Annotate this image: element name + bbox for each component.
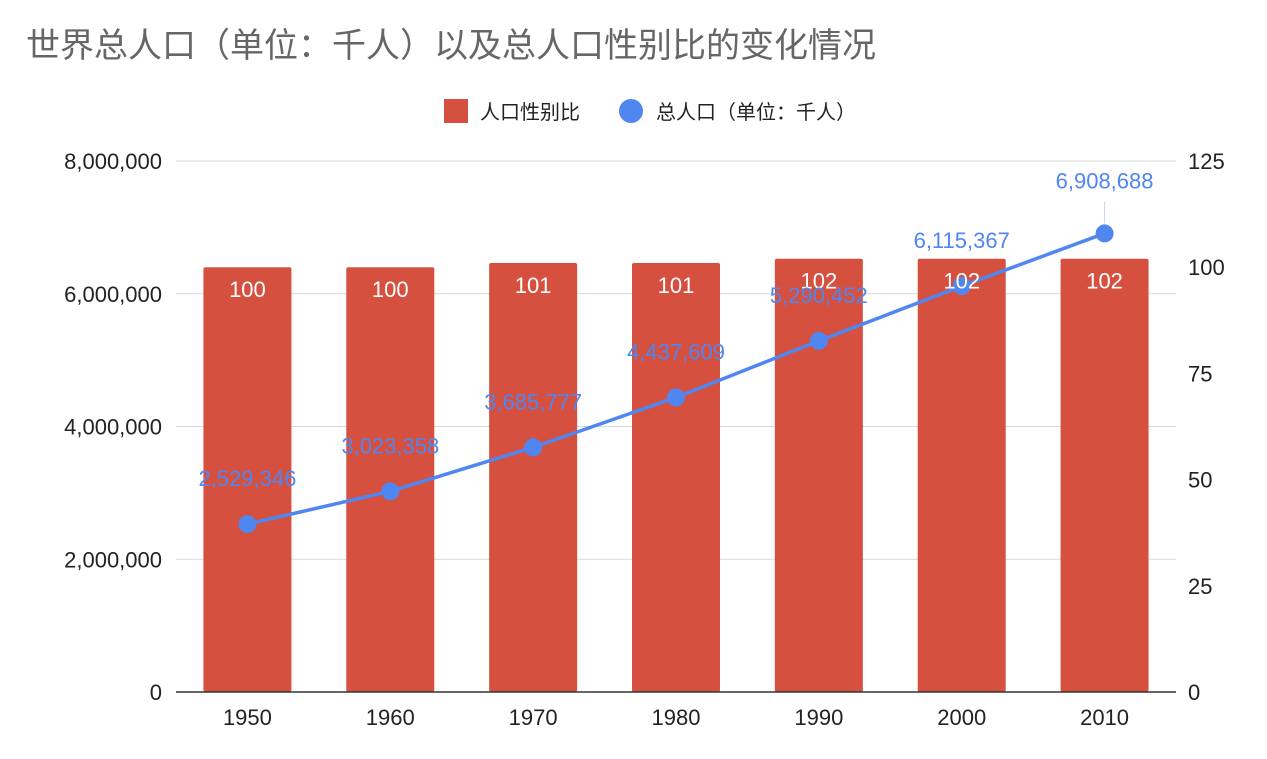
left-axis-tick: 8,000,000 bbox=[64, 149, 162, 174]
left-axis-tick: 4,000,000 bbox=[64, 415, 162, 440]
left-axis-tick: 6,000,000 bbox=[64, 282, 162, 307]
bar-value-label: 102 bbox=[800, 269, 837, 294]
legend-swatch-population bbox=[619, 99, 643, 123]
population-value-label: 2,529,346 bbox=[198, 466, 296, 491]
x-axis-tick: 2000 bbox=[937, 705, 986, 730]
legend-label-sex-ratio: 人口性别比 bbox=[480, 100, 580, 124]
bar-value-label: 100 bbox=[229, 277, 266, 302]
x-axis-tick: 1960 bbox=[366, 705, 415, 730]
right-axis-tick: 75 bbox=[1188, 361, 1212, 386]
population-point-2010 bbox=[1095, 224, 1114, 243]
bar-value-label: 102 bbox=[1086, 269, 1123, 294]
left-axis-tick: 2,000,000 bbox=[64, 547, 162, 572]
bar-2010 bbox=[1060, 258, 1149, 692]
population-value-label: 4,437,609 bbox=[627, 339, 725, 364]
axes: 0 2,000,000 4,000,000 6,000,000 8,000,000 0 25… bbox=[64, 149, 1225, 730]
right-axis-tick: 125 bbox=[1188, 149, 1225, 174]
population-point-1970 bbox=[524, 438, 543, 457]
population-value-label: 6,908,688 bbox=[1056, 168, 1154, 193]
bar-2000 bbox=[917, 258, 1006, 692]
population-point-1990 bbox=[809, 331, 828, 350]
bar-value-label: 100 bbox=[372, 277, 409, 302]
x-axis-tick: 1980 bbox=[652, 705, 701, 730]
right-axis-tick: 25 bbox=[1188, 574, 1212, 599]
population-point-1980 bbox=[667, 388, 685, 407]
right-axis-tick: 50 bbox=[1188, 468, 1212, 493]
legend: 人口性别比 总人口（单位：千人） bbox=[444, 99, 856, 124]
bar-value-label: 101 bbox=[515, 273, 552, 298]
legend-label-population: 总人口（单位：千人） bbox=[656, 100, 856, 124]
data-labels: 100 100 101 101 102 102 102 2,529,346 3,023,358 3… bbox=[198, 168, 1153, 491]
bar-series bbox=[203, 258, 1149, 692]
bar-1960 bbox=[346, 267, 435, 692]
bar-1950 bbox=[203, 267, 292, 692]
population-point-1950 bbox=[238, 515, 257, 534]
left-axis-tick: 0 bbox=[150, 680, 162, 705]
x-axis-tick: 1950 bbox=[223, 705, 272, 730]
population-value-label: 5,290,452 bbox=[770, 283, 868, 308]
population-value-label: 3,685,777 bbox=[484, 389, 582, 414]
x-axis-tick: 1990 bbox=[794, 705, 843, 730]
bar-value-label: 102 bbox=[943, 269, 980, 294]
bar-1980 bbox=[632, 262, 720, 692]
population-value-label: 6,115,367 bbox=[914, 228, 1010, 253]
chart-title: 世界总人口（单位：千人）以及总人口性别比的变化情况 bbox=[26, 26, 876, 66]
right-axis-tick: 100 bbox=[1188, 255, 1225, 280]
right-axis-tick: 0 bbox=[1188, 680, 1200, 705]
bar-value-label: 101 bbox=[658, 273, 695, 298]
population-value-label: 3,023,358 bbox=[341, 433, 439, 458]
population-point-2000 bbox=[952, 277, 971, 296]
x-axis-tick: 1970 bbox=[509, 705, 558, 730]
x-axis-tick: 2010 bbox=[1080, 705, 1129, 730]
legend-swatch-sex-ratio bbox=[444, 99, 468, 123]
bar-1990 bbox=[774, 258, 863, 692]
bar-1970 bbox=[489, 262, 578, 692]
line-series bbox=[238, 201, 1114, 534]
population-point-1960 bbox=[381, 482, 400, 501]
